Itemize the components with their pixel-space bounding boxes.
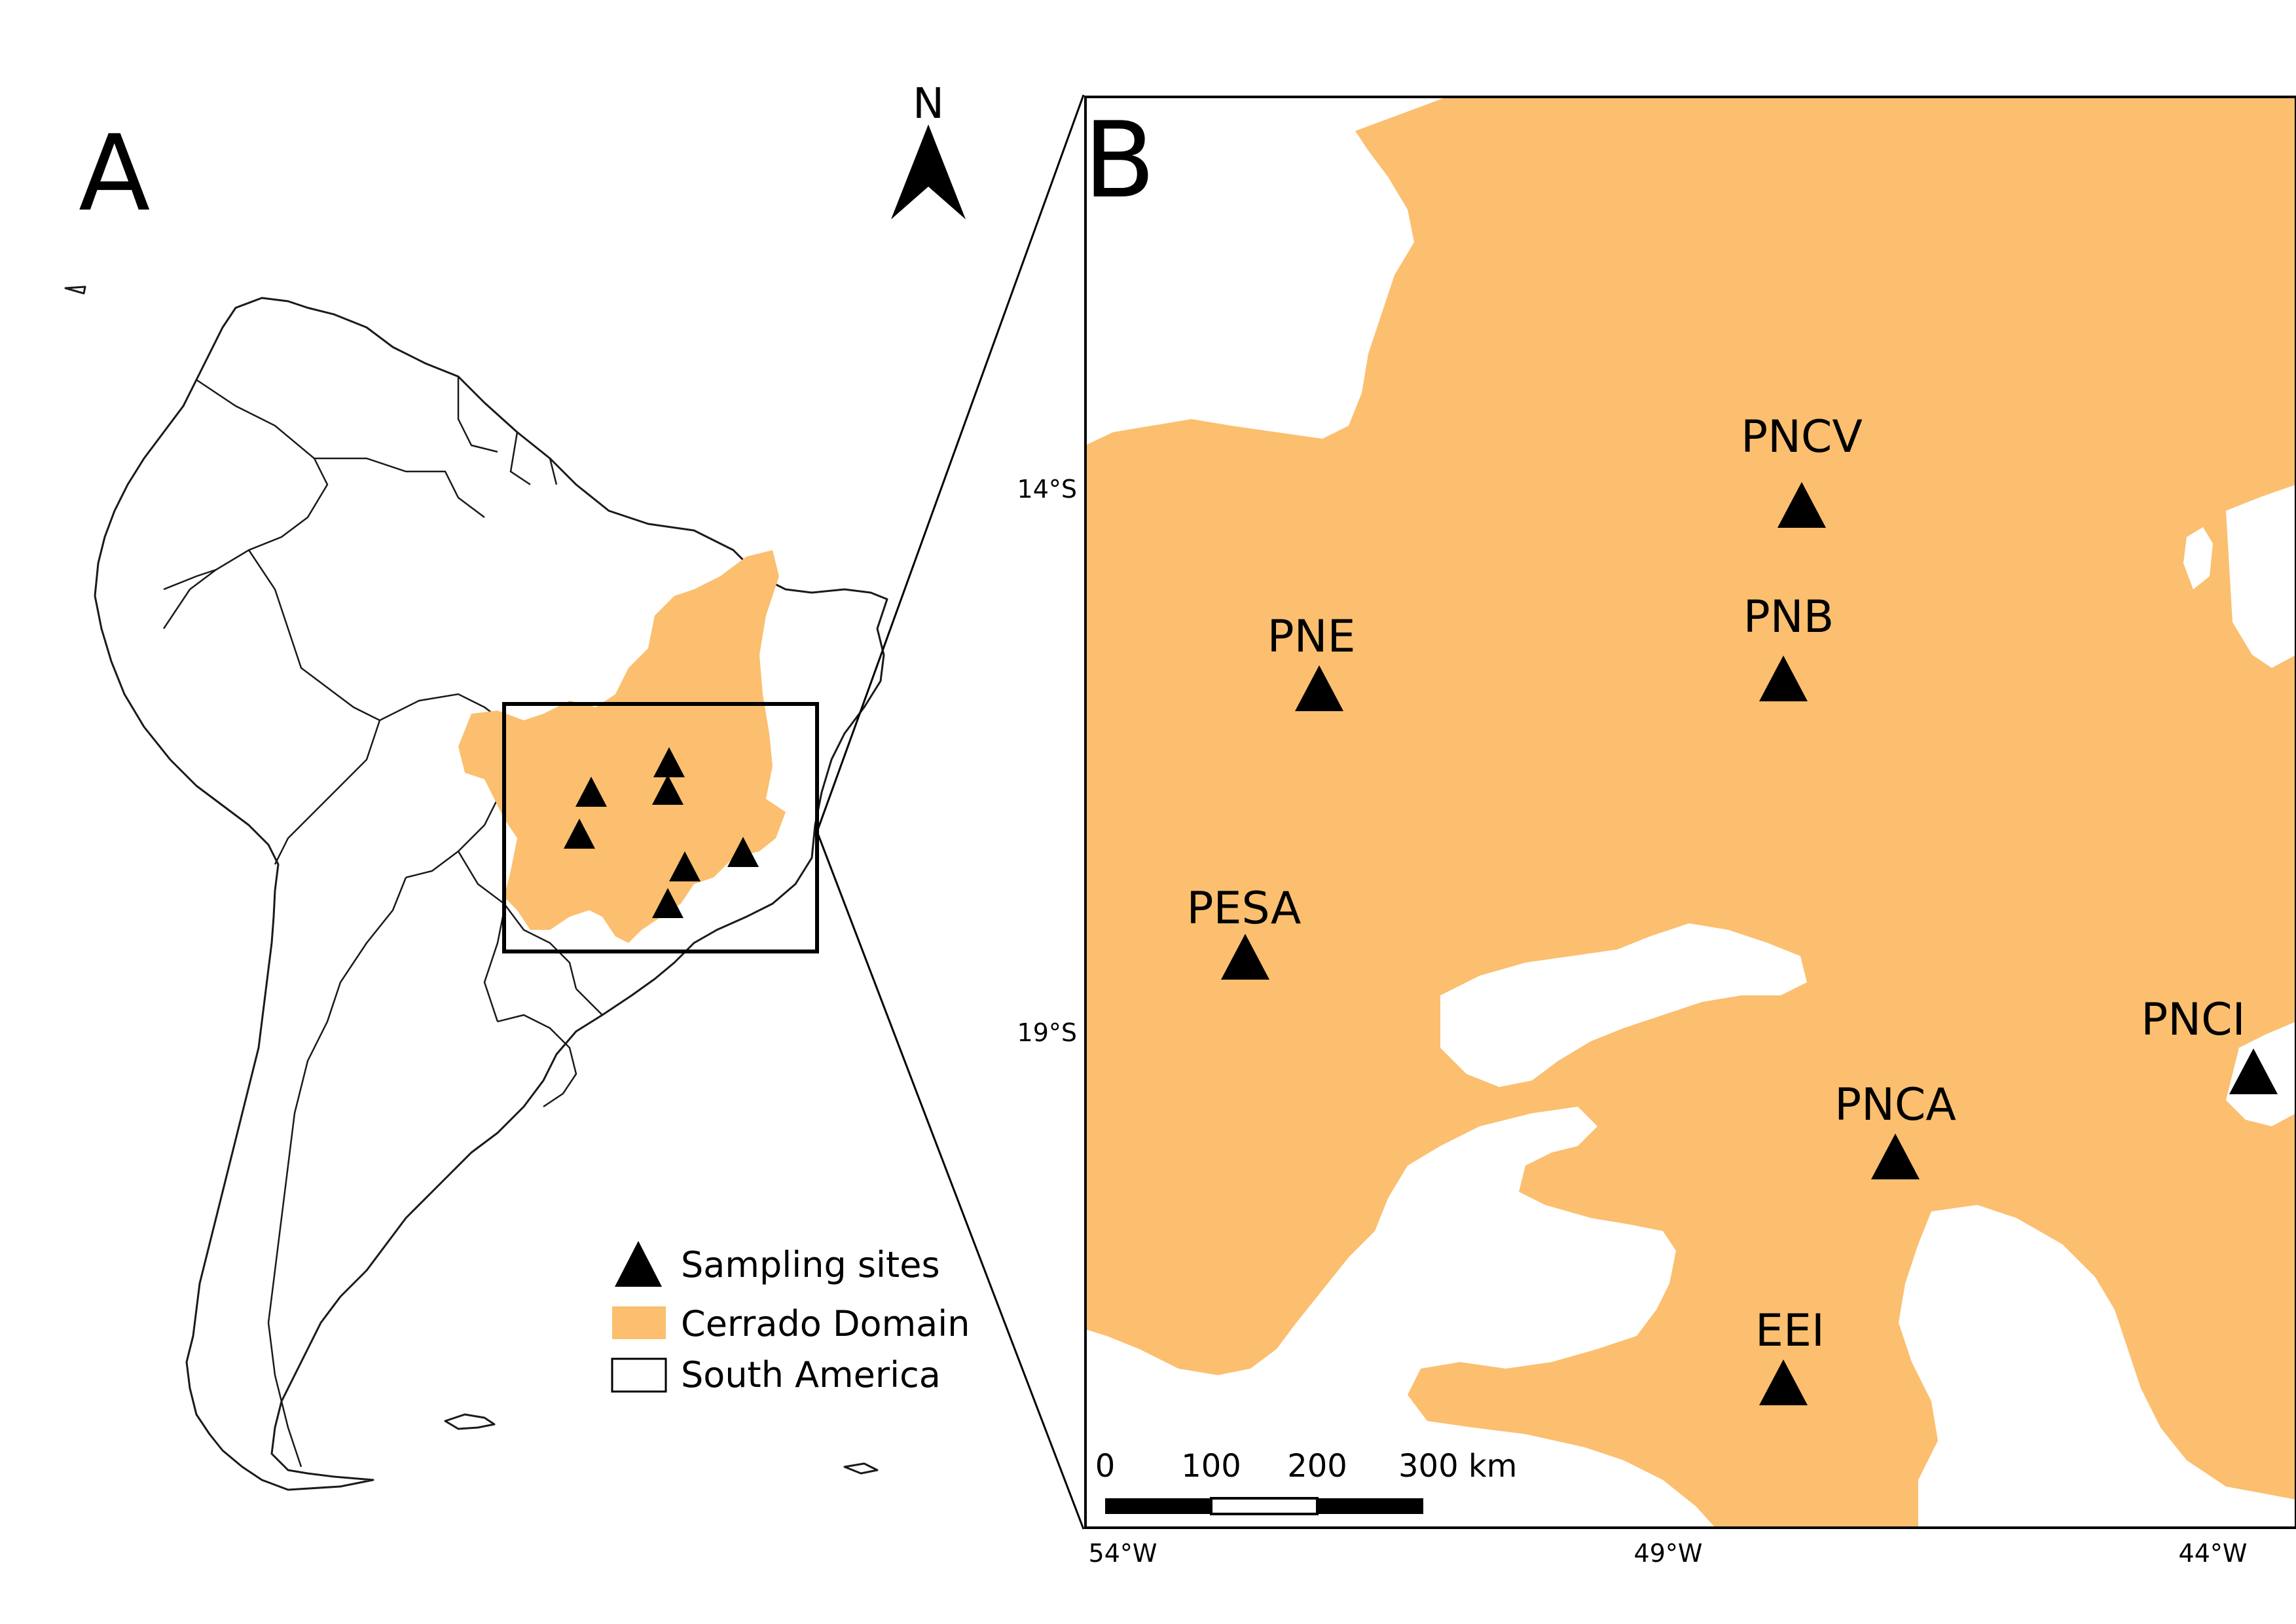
overview-site-marker xyxy=(575,777,607,807)
scale-label-0: 0 xyxy=(1095,1448,1116,1485)
cerrado-zoom-area xyxy=(1085,97,2296,1528)
site-label-pesa: PESA xyxy=(1187,883,1302,934)
country-borders xyxy=(162,377,603,1467)
panel-b-label: B xyxy=(1084,99,1156,221)
non-cerrado-southeast xyxy=(1899,1205,2296,1528)
legend-south-america: South America xyxy=(681,1354,941,1395)
legend-cerrado-swatch xyxy=(612,1306,666,1339)
non-cerrado-northeast xyxy=(2226,485,2296,668)
site-label-pnb: PNB xyxy=(1743,591,1834,643)
site-marker-pncv xyxy=(1777,482,1826,528)
legend: Sampling sites Cerrado Domain South Amer… xyxy=(611,1241,970,1395)
north-arrow-icon xyxy=(891,124,966,219)
non-cerrado-island xyxy=(2183,527,2213,589)
zoom-sites: PNCV PNB PNE PESA PNCI PNCA EEI xyxy=(1187,411,2278,1405)
islands xyxy=(64,286,879,1475)
overview-sites xyxy=(564,747,759,918)
lon-tick-54w: 54°W xyxy=(1089,1539,1157,1568)
scale-label-200: 200 xyxy=(1287,1448,1347,1485)
scale-label-100: 100 xyxy=(1181,1448,1241,1485)
overview-site-marker xyxy=(653,747,685,777)
site-marker-pnb xyxy=(1759,655,1808,701)
lon-tick-44w: 44°W xyxy=(2179,1539,2248,1568)
south-america-coastline xyxy=(94,297,888,1491)
zoom-line-top xyxy=(816,94,1085,832)
scale-segment-3 xyxy=(1317,1498,1423,1514)
legend-south-america-swatch xyxy=(611,1357,667,1393)
overview-site-marker xyxy=(669,851,701,881)
legend-triangle-icon xyxy=(615,1241,662,1287)
overview-site-marker xyxy=(727,837,759,867)
overview-site-marker xyxy=(652,888,683,918)
legend-cerrado: Cerrado Domain xyxy=(681,1303,970,1344)
panel-a-label: A xyxy=(79,112,150,234)
site-label-pnci: PNCI xyxy=(2141,994,2245,1046)
lat-tick-14s: 14°S xyxy=(1017,475,1077,504)
north-arrow: N xyxy=(891,80,966,219)
scale-label-300: 300 km xyxy=(1398,1448,1517,1485)
zoom-line-bottom xyxy=(816,831,1085,1530)
overview-site-marker xyxy=(564,819,595,849)
north-label: N xyxy=(913,80,944,128)
site-marker-eei xyxy=(1759,1359,1808,1405)
site-marker-pesa xyxy=(1221,934,1269,980)
lon-tick-49w: 49°W xyxy=(1634,1539,1703,1568)
site-marker-pnca xyxy=(1871,1134,1920,1179)
site-label-pncv: PNCV xyxy=(1741,411,1863,463)
legend-sampling-sites: Sampling sites xyxy=(681,1244,940,1285)
scale-segment-1 xyxy=(1105,1498,1211,1514)
panel-b-map xyxy=(1085,97,2296,1528)
lat-tick-19s: 19°S xyxy=(1017,1018,1077,1047)
site-marker-pnci xyxy=(2229,1048,2278,1094)
site-label-pnca: PNCA xyxy=(1834,1079,1956,1131)
overview-site-marker xyxy=(652,775,683,805)
site-marker-pne xyxy=(1295,665,1343,711)
panel-b: B 14°S 19°S 54°W 49°W 44°W 0 100 200 300… xyxy=(1017,96,2296,1568)
extent-box xyxy=(502,702,819,953)
scale-segment-2 xyxy=(1210,1497,1319,1515)
panel-a: A N xyxy=(64,80,1085,1530)
cerrado-domain-area xyxy=(458,550,786,943)
site-label-pne: PNE xyxy=(1267,611,1356,663)
site-label-eei: EEI xyxy=(1755,1305,1825,1357)
non-cerrado-south xyxy=(1440,923,1807,1087)
scale-bar: 0 100 200 300 km xyxy=(1095,1448,1517,1515)
panel-b-frame xyxy=(1084,96,2296,1529)
